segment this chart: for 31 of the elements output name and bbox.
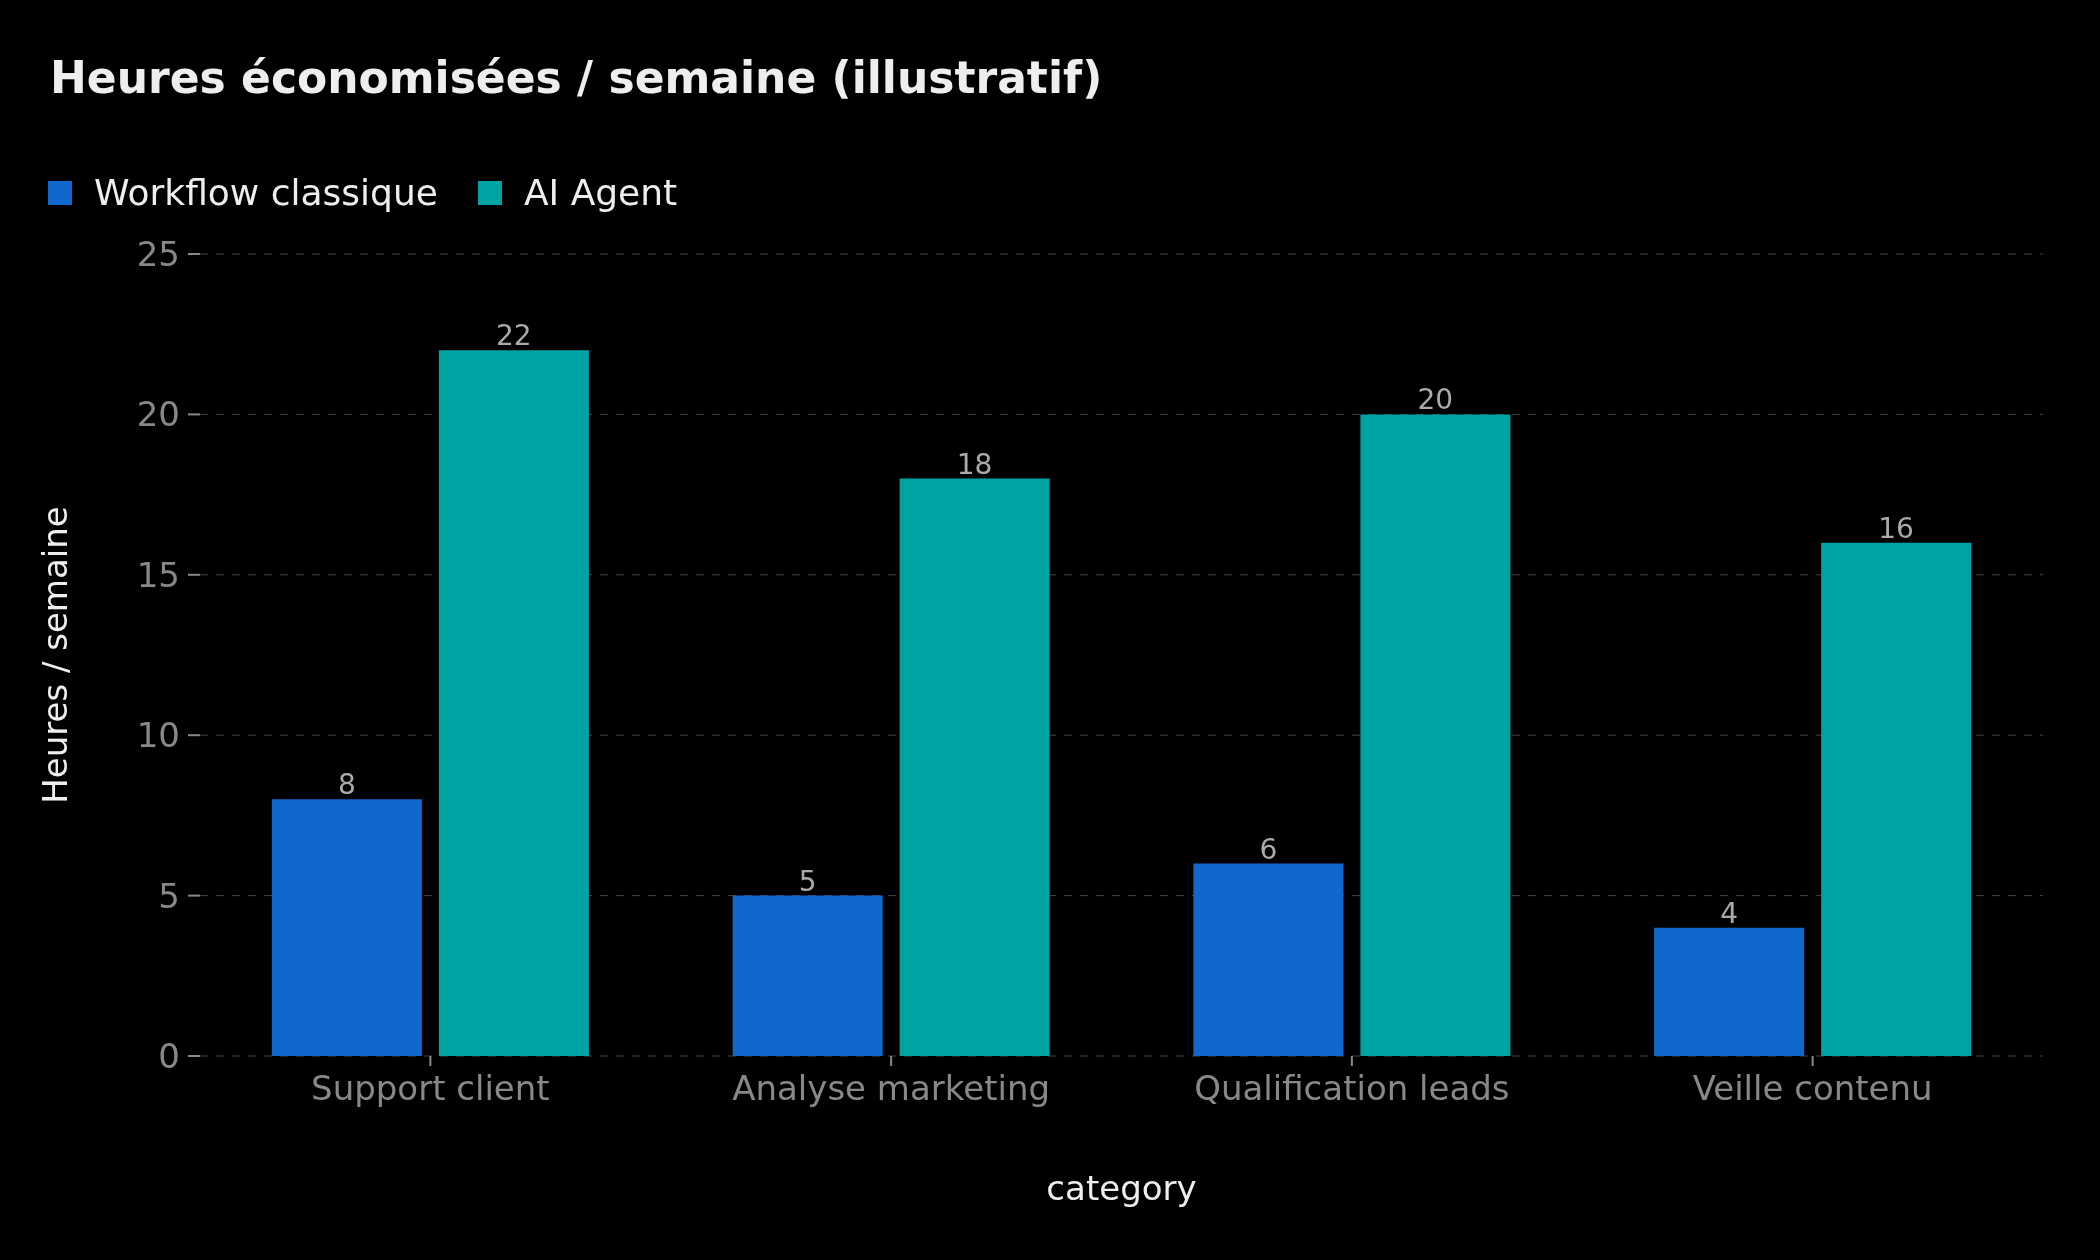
bar: [1193, 863, 1344, 1056]
y-tick-label: 25: [136, 234, 180, 275]
y-tick-label: 0: [158, 1036, 180, 1077]
y-tick-label: 5: [158, 875, 180, 916]
data-label: 5: [798, 864, 817, 898]
legend-label: Workflow classique: [94, 172, 438, 213]
y-tick-label: 15: [136, 554, 180, 595]
bar: [1821, 542, 1972, 1056]
bar: [1654, 927, 1805, 1056]
chart-title: Heures économisées / semaine (illustratif): [50, 52, 1103, 103]
bar: [1360, 414, 1511, 1056]
bar: [899, 478, 1050, 1056]
data-label: 4: [1720, 896, 1739, 930]
x-tick-label: Analyse marketing: [732, 1068, 1051, 1109]
data-label: 20: [1417, 383, 1454, 417]
data-label: 6: [1259, 832, 1278, 866]
data-label: 22: [496, 319, 532, 353]
bar: [438, 350, 589, 1056]
y-axis-title: Heures / semaine: [35, 506, 76, 804]
data-label: 18: [956, 447, 993, 481]
x-tick-label: Qualification leads: [1194, 1068, 1510, 1109]
x-axis-title: category: [1046, 1168, 1197, 1208]
x-tick-label: Veille contenu: [1692, 1068, 1933, 1109]
data-label: 16: [1878, 511, 1914, 545]
y-tick-label: 10: [136, 715, 180, 756]
bar: [271, 799, 422, 1056]
x-tick-label: Support client: [311, 1068, 550, 1109]
bar: [732, 895, 883, 1056]
legend-label: AI Agent: [523, 172, 678, 213]
y-tick-label: 20: [136, 394, 180, 435]
data-label: 8: [337, 768, 356, 802]
